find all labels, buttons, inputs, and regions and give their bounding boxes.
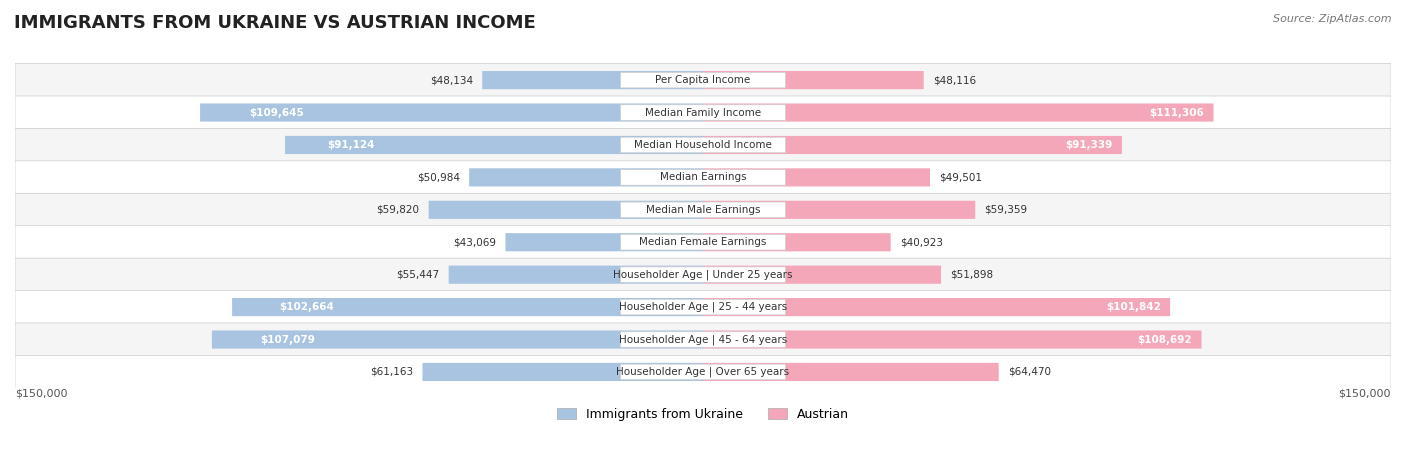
Text: Householder Age | 45 - 64 years: Householder Age | 45 - 64 years bbox=[619, 334, 787, 345]
Text: Source: ZipAtlas.com: Source: ZipAtlas.com bbox=[1274, 14, 1392, 24]
FancyBboxPatch shape bbox=[232, 298, 703, 316]
FancyBboxPatch shape bbox=[703, 168, 929, 186]
Text: Median Male Earnings: Median Male Earnings bbox=[645, 205, 761, 215]
Text: $61,163: $61,163 bbox=[370, 367, 413, 377]
FancyBboxPatch shape bbox=[620, 72, 786, 88]
Text: $59,820: $59,820 bbox=[377, 205, 419, 215]
Text: $49,501: $49,501 bbox=[939, 172, 983, 183]
Text: $59,359: $59,359 bbox=[984, 205, 1028, 215]
FancyBboxPatch shape bbox=[429, 201, 703, 219]
Text: IMMIGRANTS FROM UKRAINE VS AUSTRIAN INCOME: IMMIGRANTS FROM UKRAINE VS AUSTRIAN INCO… bbox=[14, 14, 536, 32]
Text: $48,116: $48,116 bbox=[932, 75, 976, 85]
FancyBboxPatch shape bbox=[703, 71, 924, 89]
FancyBboxPatch shape bbox=[703, 363, 998, 381]
FancyBboxPatch shape bbox=[15, 290, 1391, 324]
Text: $107,079: $107,079 bbox=[260, 334, 315, 345]
FancyBboxPatch shape bbox=[703, 233, 890, 251]
FancyBboxPatch shape bbox=[620, 267, 786, 283]
FancyBboxPatch shape bbox=[15, 193, 1391, 226]
Text: $91,124: $91,124 bbox=[328, 140, 375, 150]
Text: $111,306: $111,306 bbox=[1150, 107, 1205, 118]
FancyBboxPatch shape bbox=[620, 105, 786, 120]
FancyBboxPatch shape bbox=[703, 266, 941, 284]
Text: $108,692: $108,692 bbox=[1137, 334, 1192, 345]
FancyBboxPatch shape bbox=[703, 201, 976, 219]
FancyBboxPatch shape bbox=[15, 64, 1391, 97]
FancyBboxPatch shape bbox=[703, 331, 1202, 348]
Text: $101,842: $101,842 bbox=[1107, 302, 1161, 312]
Text: $64,470: $64,470 bbox=[1008, 367, 1050, 377]
FancyBboxPatch shape bbox=[620, 202, 786, 218]
FancyBboxPatch shape bbox=[15, 226, 1391, 259]
FancyBboxPatch shape bbox=[620, 332, 786, 347]
Text: $150,000: $150,000 bbox=[15, 388, 67, 398]
FancyBboxPatch shape bbox=[620, 234, 786, 250]
FancyBboxPatch shape bbox=[285, 136, 703, 154]
FancyBboxPatch shape bbox=[200, 104, 703, 121]
FancyBboxPatch shape bbox=[422, 363, 703, 381]
FancyBboxPatch shape bbox=[620, 364, 786, 380]
Text: Householder Age | Under 25 years: Householder Age | Under 25 years bbox=[613, 269, 793, 280]
Text: $40,923: $40,923 bbox=[900, 237, 943, 247]
FancyBboxPatch shape bbox=[620, 299, 786, 315]
FancyBboxPatch shape bbox=[620, 137, 786, 153]
Text: $55,447: $55,447 bbox=[396, 269, 440, 280]
FancyBboxPatch shape bbox=[449, 266, 703, 284]
FancyBboxPatch shape bbox=[15, 96, 1391, 129]
Text: Per Capita Income: Per Capita Income bbox=[655, 75, 751, 85]
Text: Median Female Earnings: Median Female Earnings bbox=[640, 237, 766, 247]
Text: Householder Age | Over 65 years: Householder Age | Over 65 years bbox=[616, 367, 790, 377]
FancyBboxPatch shape bbox=[212, 331, 703, 348]
FancyBboxPatch shape bbox=[620, 170, 786, 185]
Text: $91,339: $91,339 bbox=[1066, 140, 1112, 150]
Text: Median Family Income: Median Family Income bbox=[645, 107, 761, 118]
FancyBboxPatch shape bbox=[703, 104, 1213, 121]
FancyBboxPatch shape bbox=[505, 233, 703, 251]
FancyBboxPatch shape bbox=[15, 161, 1391, 194]
Text: Householder Age | 25 - 44 years: Householder Age | 25 - 44 years bbox=[619, 302, 787, 312]
Text: Median Household Income: Median Household Income bbox=[634, 140, 772, 150]
FancyBboxPatch shape bbox=[703, 298, 1170, 316]
Text: $48,134: $48,134 bbox=[430, 75, 472, 85]
Text: $43,069: $43,069 bbox=[453, 237, 496, 247]
FancyBboxPatch shape bbox=[15, 323, 1391, 356]
Text: $102,664: $102,664 bbox=[278, 302, 333, 312]
FancyBboxPatch shape bbox=[15, 355, 1391, 389]
FancyBboxPatch shape bbox=[15, 128, 1391, 162]
Legend: Immigrants from Ukraine, Austrian: Immigrants from Ukraine, Austrian bbox=[553, 403, 853, 426]
Text: $50,984: $50,984 bbox=[418, 172, 460, 183]
FancyBboxPatch shape bbox=[703, 136, 1122, 154]
FancyBboxPatch shape bbox=[482, 71, 703, 89]
FancyBboxPatch shape bbox=[15, 258, 1391, 291]
Text: $51,898: $51,898 bbox=[950, 269, 993, 280]
Text: $150,000: $150,000 bbox=[1339, 388, 1391, 398]
Text: Median Earnings: Median Earnings bbox=[659, 172, 747, 183]
FancyBboxPatch shape bbox=[470, 168, 703, 186]
Text: $109,645: $109,645 bbox=[249, 107, 304, 118]
